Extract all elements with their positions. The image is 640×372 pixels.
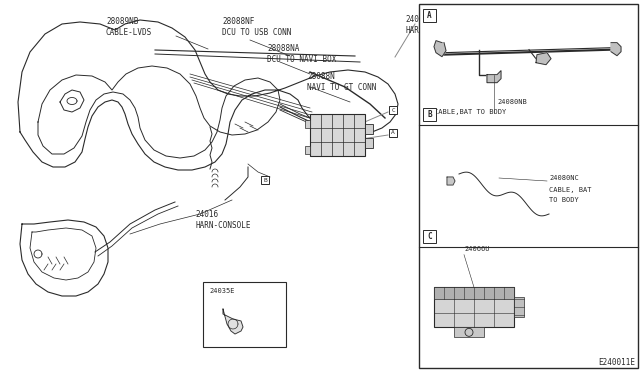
Text: 24010: 24010 (405, 15, 428, 24)
Bar (365, 138, 373, 148)
Bar (419, 4, 638, 368)
Text: B: B (427, 110, 432, 119)
Text: 28088N: 28088N (307, 72, 335, 81)
Polygon shape (611, 43, 621, 56)
Text: CABLE-LVDS: CABLE-LVDS (106, 28, 152, 37)
Text: DCU TO NAVI BOX: DCU TO NAVI BOX (267, 55, 337, 64)
Polygon shape (447, 177, 455, 185)
Bar (423, 230, 436, 243)
Text: 24016: 24016 (195, 210, 218, 219)
Text: DCU TO USB CONN: DCU TO USB CONN (222, 28, 291, 37)
Bar (389, 106, 397, 114)
Bar (514, 297, 524, 317)
Text: 28088NF: 28088NF (222, 17, 254, 26)
Text: CABLE,BAT TO BODY: CABLE,BAT TO BODY (434, 109, 506, 115)
Bar (423, 108, 436, 121)
Polygon shape (223, 309, 243, 334)
Text: C: C (427, 232, 432, 241)
Text: 28089NB: 28089NB (106, 17, 138, 26)
Bar (365, 124, 373, 134)
Polygon shape (536, 53, 551, 65)
Bar (389, 129, 397, 137)
Bar (310, 114, 365, 156)
Bar (203, 282, 286, 347)
Text: TO BODY: TO BODY (549, 197, 579, 203)
Bar (434, 287, 514, 327)
Text: C: C (391, 108, 395, 112)
Text: 24080NB: 24080NB (497, 99, 527, 105)
Polygon shape (434, 41, 446, 57)
Bar (261, 176, 269, 184)
Text: HARN-CONSOLE: HARN-CONSOLE (195, 221, 250, 230)
Text: 24035E: 24035E (209, 288, 234, 294)
Text: 28088NA: 28088NA (267, 44, 300, 53)
Bar (305, 120, 310, 128)
Bar (434, 287, 514, 299)
Bar (454, 327, 484, 337)
Polygon shape (487, 71, 501, 83)
Text: A: A (391, 131, 395, 135)
Bar (423, 9, 436, 22)
Text: E240011E: E240011E (598, 358, 635, 367)
Text: 24066U: 24066U (464, 246, 490, 252)
Text: NAVI TO GT CONN: NAVI TO GT CONN (307, 83, 376, 92)
Text: 24080NC: 24080NC (549, 175, 579, 181)
Text: B: B (263, 177, 267, 183)
Text: A: A (427, 11, 432, 20)
Bar (305, 146, 310, 154)
Text: CABLE, BAT: CABLE, BAT (549, 187, 591, 193)
Text: HARN-MAIN: HARN-MAIN (405, 26, 447, 35)
